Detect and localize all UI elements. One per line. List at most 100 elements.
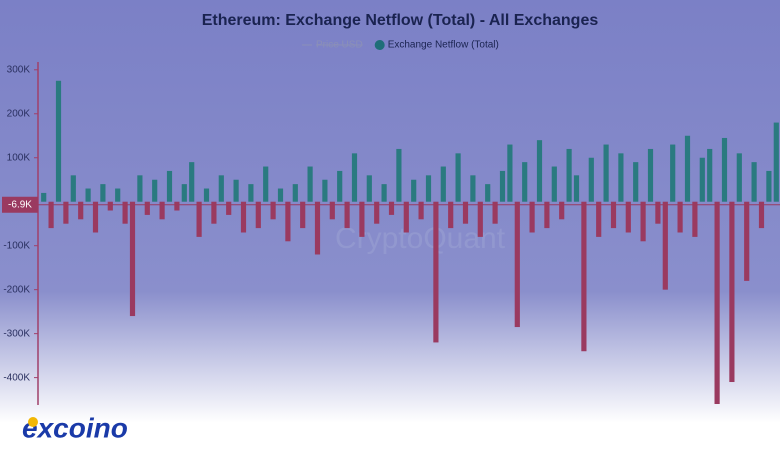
bar	[522, 162, 528, 202]
logo: excoino	[22, 412, 128, 443]
current-label-box	[2, 196, 38, 213]
bar	[211, 201, 217, 224]
bar	[240, 201, 247, 233]
bar	[366, 175, 372, 202]
bar	[329, 201, 335, 220]
bar	[129, 201, 136, 317]
bar	[189, 162, 195, 202]
bar	[181, 184, 187, 202]
bar	[122, 201, 128, 224]
bar	[226, 201, 232, 215]
bar	[514, 201, 520, 328]
bar	[381, 184, 387, 202]
bar	[758, 201, 765, 229]
bar	[307, 166, 313, 202]
bar	[270, 201, 276, 220]
bar	[337, 170, 343, 202]
bar	[529, 201, 535, 233]
bar	[411, 179, 417, 202]
bar	[544, 201, 550, 229]
bar	[374, 201, 380, 224]
bar	[581, 201, 587, 352]
bar	[418, 201, 424, 220]
current-label: -6.9K	[8, 199, 32, 210]
bar	[551, 166, 557, 202]
bar	[396, 148, 402, 202]
bar	[707, 148, 713, 202]
bar	[63, 201, 69, 224]
bar	[233, 179, 239, 202]
bar	[470, 175, 476, 202]
bar	[159, 201, 165, 220]
bar	[115, 188, 121, 202]
bar	[736, 153, 742, 202]
bar	[433, 201, 439, 343]
bar	[78, 201, 84, 220]
bar	[70, 175, 76, 202]
legend-icon	[374, 40, 385, 50]
chart-title: Ethereum: Exchange Netflow (Total) - All…	[202, 12, 599, 29]
bar	[166, 170, 173, 202]
y-tick-label: 200K	[7, 108, 31, 119]
y-tick-label: -400K	[3, 372, 30, 383]
bar	[448, 201, 454, 229]
bar	[588, 157, 594, 202]
bar	[559, 201, 565, 220]
bar	[322, 179, 328, 202]
bar	[285, 201, 291, 242]
bar	[314, 201, 321, 255]
bar	[218, 175, 224, 202]
bar	[137, 175, 143, 202]
bar	[714, 201, 720, 404]
y-tick-label: 300K	[7, 64, 31, 75]
bar	[603, 144, 609, 202]
bar	[107, 201, 113, 211]
bar	[203, 188, 210, 202]
bar	[174, 201, 180, 211]
bar	[425, 175, 432, 202]
bar	[485, 184, 491, 202]
bar	[647, 148, 654, 202]
bar	[692, 201, 698, 237]
y-tick-label: -200K	[3, 284, 30, 295]
logo-mark	[28, 417, 38, 427]
bar	[625, 201, 631, 233]
bar	[92, 201, 99, 233]
bar	[359, 201, 365, 237]
bar	[344, 201, 350, 229]
bar	[751, 162, 757, 202]
bar	[699, 157, 705, 202]
bar	[662, 201, 668, 290]
y-tick-label: -300K	[3, 328, 30, 339]
bar	[196, 201, 202, 237]
bar	[610, 201, 617, 229]
bar	[255, 201, 261, 229]
bar	[55, 80, 62, 202]
legend-label[interactable]: Exchange Netflow (Total)	[388, 40, 499, 51]
bar	[536, 140, 543, 202]
bar	[573, 175, 580, 202]
bar	[144, 201, 150, 215]
bar	[100, 184, 106, 202]
bar	[499, 170, 506, 202]
bar	[640, 201, 646, 242]
bar	[477, 201, 483, 237]
bar	[507, 144, 513, 202]
bar	[263, 166, 269, 202]
bar	[85, 188, 91, 202]
bar	[618, 153, 624, 202]
bar	[292, 184, 298, 202]
bar	[351, 153, 358, 202]
y-tick-label: 100K	[7, 152, 31, 163]
legend-label[interactable]: Price USD	[316, 40, 363, 51]
bar	[766, 170, 772, 202]
bar	[566, 148, 572, 202]
bar	[277, 188, 284, 202]
bar	[596, 201, 602, 237]
bar	[152, 179, 158, 202]
bar	[677, 201, 683, 233]
bar	[773, 122, 779, 202]
bar	[492, 201, 498, 224]
